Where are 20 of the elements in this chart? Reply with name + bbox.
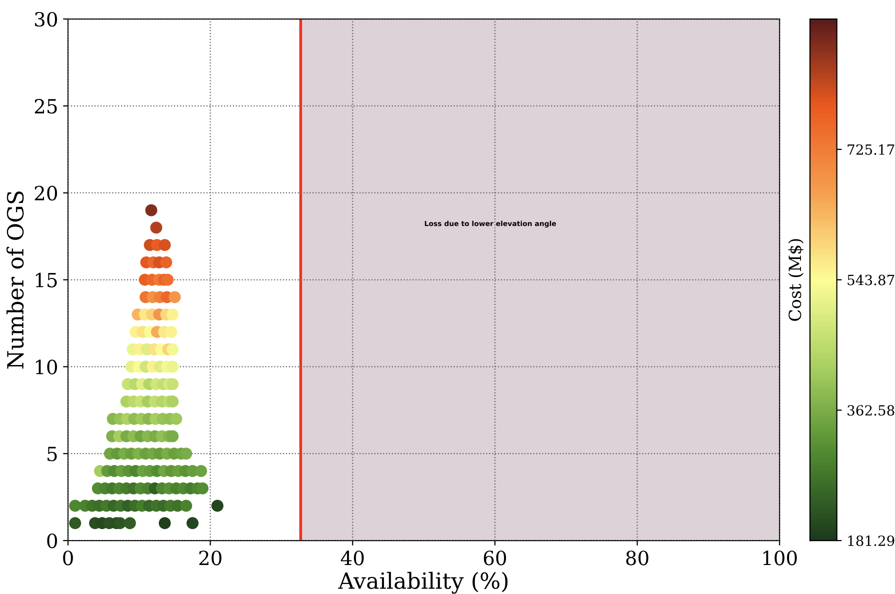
- x-tick-label: 60: [484, 550, 506, 566]
- color-bar-title: Cost (M$): [788, 239, 804, 321]
- y-tick-label: 5: [48, 446, 57, 462]
- x-axis-title: Availability (%): [338, 572, 508, 594]
- x-tick-label: 100: [763, 550, 797, 566]
- y-tick-label: 10: [36, 360, 58, 374]
- x-tick-label: 80: [626, 550, 648, 566]
- y-tick-label: 25: [34, 98, 57, 114]
- color-bar-label: 181.29: [848, 536, 894, 546]
- color-bar-label: 543.87: [848, 274, 894, 286]
- x-tick-label: 0: [63, 550, 73, 566]
- x-tick-label: 40: [340, 550, 364, 566]
- y-tick-label: 0: [47, 533, 58, 548]
- x-tick-label: 20: [199, 550, 222, 566]
- color-bar-label: 362.58: [848, 405, 894, 416]
- y-axis-title: Number of OGS: [6, 192, 24, 369]
- y-tick-label: 15: [36, 272, 57, 288]
- y-tick-label: 30: [35, 12, 58, 27]
- y-tick-label: 20: [34, 186, 58, 201]
- color-bar-label: 725.17: [848, 144, 894, 155]
